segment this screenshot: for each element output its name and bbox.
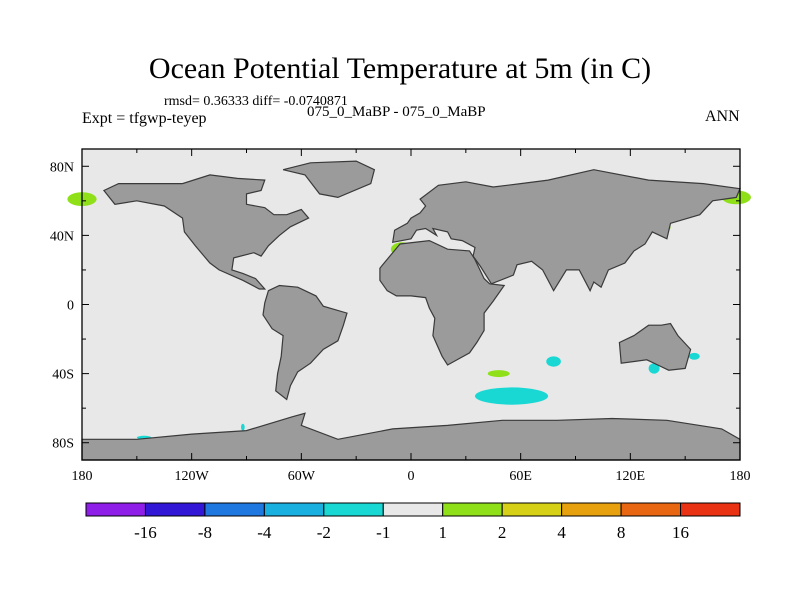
land-australia [618,322,692,371]
y-tick-label: 80S [52,437,74,452]
rmsd-diff-stats: rmsd= 0.36333 diff= -0.0740871 [164,94,348,109]
land-south-america [262,284,348,401]
x-tick-label: 180 [72,469,93,484]
colorbar-label: 1 [438,523,447,542]
land-antarctica [81,412,741,461]
anomaly-patch-indian-east [546,356,561,367]
colorbar-label: -16 [134,523,157,542]
colorbar-label: 16 [672,523,689,542]
colorbar-label: -4 [257,523,272,542]
colorbar-box [382,502,444,517]
x-tick-label: 180 [730,469,751,484]
land-eurasia [391,169,741,293]
y-tick-label: 0 [67,299,74,314]
colorbar-box [501,502,563,517]
x-tick-label: 120E [616,469,646,484]
y-tick-label: 40S [52,368,74,383]
land-greenland [282,160,376,199]
colorbar-label: 8 [617,523,626,542]
colorbar-box [144,502,206,517]
y-tick-label: 80N [50,160,74,175]
colorbar-box [263,502,325,517]
x-tick-label: 120W [175,469,210,484]
y-tick-label: 40N [50,229,74,244]
anomaly-patch-australia-east [648,363,660,374]
colorbar-label: -1 [376,523,390,542]
anomaly-patch-tasman [688,352,700,360]
colorbar-box [204,502,265,517]
colorbar-box [561,502,622,517]
colorbar-box [323,502,384,517]
colorbar-box [85,502,146,517]
anomaly-patch-madagascar-east [487,370,510,378]
anomaly-patch-southern-ocean [474,387,549,405]
colorbar-label: 4 [557,523,566,542]
season-label: ANN [705,108,740,125]
x-tick-label: 0 [408,469,415,484]
experiment-label: Expt = tfgwp-teyep [82,110,207,127]
land-north-america [102,174,310,290]
colorbar-box [442,502,503,517]
colorbar-label: 2 [498,523,507,542]
colorbar-box [620,502,682,517]
case-comparison-label: 075_0_MaBP - 075_0_MaBP [307,104,486,120]
colorbar-box [680,502,741,517]
x-tick-label: 60E [509,469,532,484]
colorbar-label: -2 [317,523,331,542]
land-africa [379,239,506,366]
anomaly-patch-south-pacific-islet [241,423,245,431]
map-title: Ocean Potential Temperature at 5m (in C) [148,52,652,85]
colorbar-label: -8 [198,523,212,542]
x-tick-label: 60W [288,469,316,484]
